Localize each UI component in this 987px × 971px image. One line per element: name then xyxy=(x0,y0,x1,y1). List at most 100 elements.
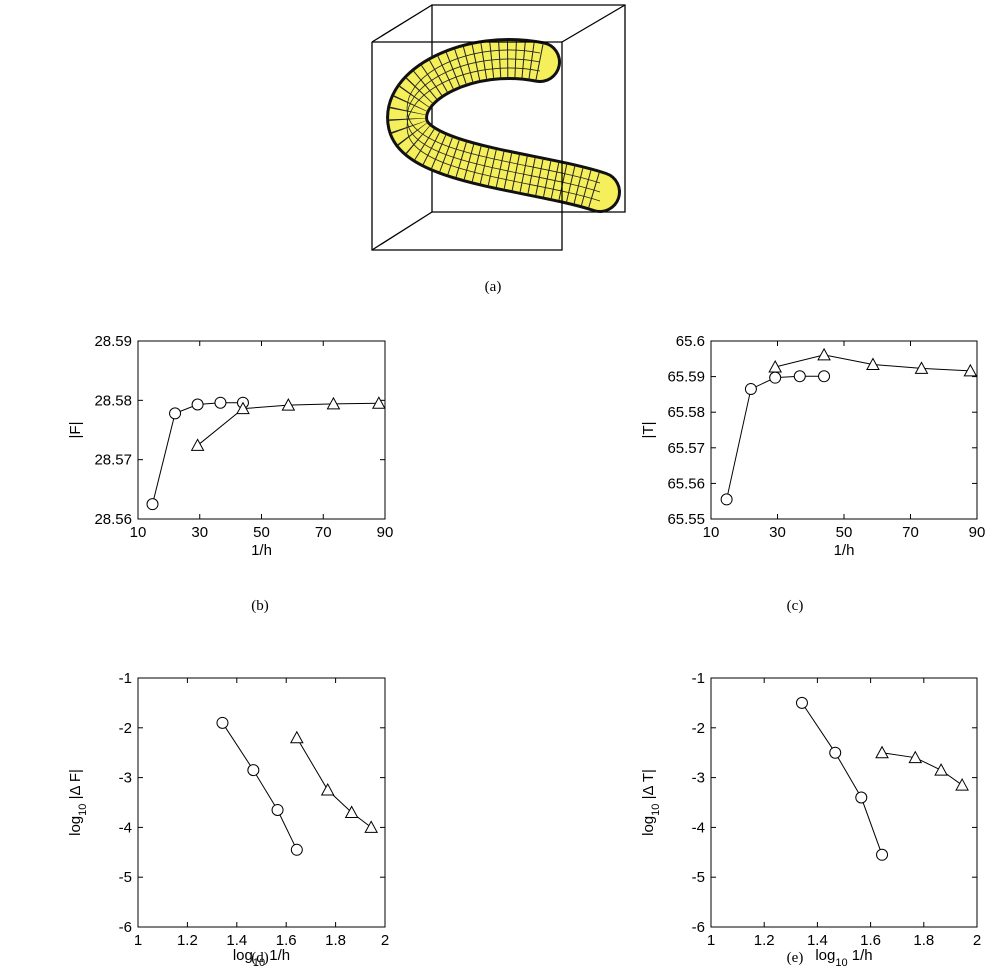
y-tick-label: 28.58 xyxy=(94,392,132,409)
x-tick-label: 50 xyxy=(836,524,853,541)
x-tick-label: 1.4 xyxy=(226,932,247,949)
axis-label: log10 1/h xyxy=(233,947,290,969)
y-tick-label: -4 xyxy=(119,819,132,836)
marker xyxy=(744,383,757,396)
marker xyxy=(876,848,889,861)
caption: (a) xyxy=(485,279,502,295)
x-tick-label: 1 xyxy=(707,932,715,949)
marker xyxy=(955,778,969,791)
marker xyxy=(818,370,831,383)
x-tick-label: 2 xyxy=(381,932,389,949)
marker xyxy=(236,401,250,415)
label-part: |Δ F| xyxy=(67,769,84,803)
label-part: 10 xyxy=(253,957,265,969)
x-tick-label: 90 xyxy=(969,524,986,541)
y-tick-label: -3 xyxy=(692,770,705,787)
marker xyxy=(817,347,831,361)
marker xyxy=(720,493,733,506)
y-tick-label: -6 xyxy=(119,919,132,936)
axis-label: log10 |Δ T| xyxy=(640,769,662,836)
marker xyxy=(908,750,923,764)
marker xyxy=(829,746,842,759)
tube-image xyxy=(371,4,626,251)
y-tick-label: -3 xyxy=(119,770,132,787)
series-line xyxy=(881,752,963,786)
marker xyxy=(216,716,229,729)
x-tick-label: 1.2 xyxy=(754,932,775,949)
y-tick-label: 65.56 xyxy=(667,475,705,492)
marker xyxy=(214,396,227,409)
label-part: |F| xyxy=(67,422,84,439)
plot-frame xyxy=(710,677,978,928)
x-tick-label: 70 xyxy=(902,524,919,541)
marker xyxy=(914,361,929,374)
caption: (b) xyxy=(251,598,269,614)
label-part: log xyxy=(640,816,657,836)
x-tick-label: 1 xyxy=(134,932,142,949)
marker xyxy=(795,696,808,709)
plot-frame xyxy=(137,677,386,928)
x-tick-label: 30 xyxy=(769,524,786,541)
x-tick-label: 30 xyxy=(191,524,208,541)
marker xyxy=(169,407,182,420)
series-line xyxy=(222,722,298,851)
y-tick-label: 28.57 xyxy=(94,452,132,469)
label-part: 10 xyxy=(650,804,662,816)
label-part: 10 xyxy=(835,957,847,969)
marker xyxy=(769,371,782,384)
series-line xyxy=(801,702,883,855)
marker xyxy=(290,843,303,856)
x-tick-label: 1.8 xyxy=(325,932,346,949)
x-tick-label: 90 xyxy=(377,524,394,541)
marker xyxy=(289,730,304,744)
x-tick-label: 70 xyxy=(315,524,332,541)
axis-label: |F| xyxy=(67,422,84,439)
marker xyxy=(866,357,880,370)
marker xyxy=(344,805,359,818)
series-line xyxy=(726,375,825,500)
marker xyxy=(146,498,159,511)
y-tick-label: 65.59 xyxy=(667,369,705,386)
x-tick-label: 10 xyxy=(703,524,720,541)
y-tick-label: 65.6 xyxy=(676,333,705,350)
y-tick-label: -6 xyxy=(692,919,705,936)
plot-frame xyxy=(137,340,386,520)
y-tick-label: 28.59 xyxy=(94,333,132,350)
axis-label: |T| xyxy=(640,422,657,439)
marker xyxy=(320,783,335,796)
y-tick-label: -1 xyxy=(692,670,705,687)
y-tick-label: 65.55 xyxy=(667,511,705,528)
y-tick-label: -4 xyxy=(692,819,705,836)
marker xyxy=(934,763,948,776)
caption: (e) xyxy=(787,950,804,966)
x-tick-label: 1.6 xyxy=(276,932,297,949)
marker xyxy=(271,803,284,816)
series-line xyxy=(152,402,243,505)
x-tick-label: 10 xyxy=(130,524,147,541)
marker xyxy=(281,398,296,411)
marker xyxy=(191,398,204,411)
axis-label: log10 1/h xyxy=(815,947,872,969)
y-tick-label: -1 xyxy=(119,670,132,687)
y-tick-label: 65.58 xyxy=(667,404,705,421)
x-tick-label: 1.8 xyxy=(913,932,934,949)
label-part: log xyxy=(233,947,253,964)
y-tick-label: 65.57 xyxy=(667,440,705,457)
x-tick-label: 2 xyxy=(973,932,981,949)
label-part: 1/h xyxy=(265,947,290,964)
y-tick-label: -2 xyxy=(119,720,132,737)
caption: (d) xyxy=(251,950,269,966)
marker xyxy=(247,764,260,777)
plot-frame xyxy=(710,340,978,520)
label-part: 10 xyxy=(77,804,89,816)
y-tick-label: 28.56 xyxy=(94,511,132,528)
x-axis-label: 1/h xyxy=(834,542,855,559)
y-tick-label: -5 xyxy=(119,869,132,886)
marker xyxy=(963,363,978,377)
x-axis-label: 1/h xyxy=(251,542,272,559)
marker xyxy=(371,396,386,409)
marker xyxy=(190,438,205,451)
label-part: |Δ T| xyxy=(640,769,657,803)
x-tick-label: 1.6 xyxy=(860,932,881,949)
